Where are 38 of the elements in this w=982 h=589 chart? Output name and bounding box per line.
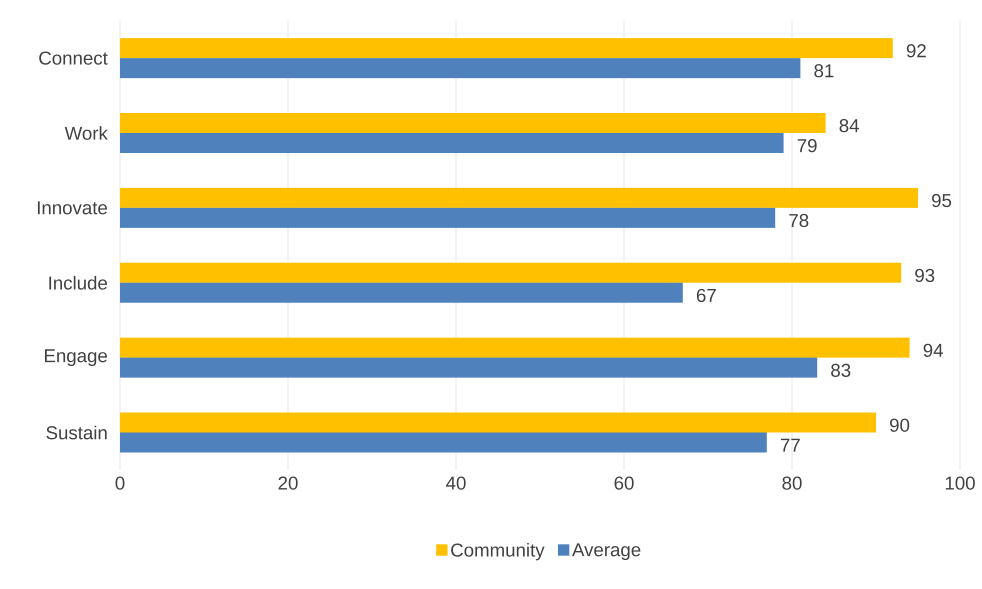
data-label: 79 [798, 139, 817, 152]
data-label: 67 [696, 288, 716, 302]
data-label: 95 [932, 194, 952, 208]
data-label: 78 [789, 214, 808, 228]
bar [120, 58, 800, 78]
y-tick-label: Sustain [46, 426, 107, 440]
data-label: 84 [840, 119, 859, 132]
bar [120, 208, 776, 228]
x-tick-label: 20 [278, 476, 298, 490]
bar [120, 412, 876, 433]
bar [120, 188, 918, 208]
bar [120, 113, 826, 134]
legend-label: Average [572, 544, 640, 560]
data-label: 90 [890, 418, 910, 432]
data-label: 77 [780, 438, 800, 452]
data-label: 94 [924, 344, 943, 358]
y-tick-label: Engage [44, 349, 107, 366]
x-tick-label: 60 [614, 476, 634, 490]
data-label: 92 [906, 44, 926, 58]
y-tick-label: Innovate [38, 202, 107, 215]
x-tick-label: 0 [116, 476, 124, 490]
data-label: 93 [915, 268, 934, 282]
x-tick-label: 80 [782, 476, 802, 490]
bar [120, 282, 683, 303]
y-tick-label: Work [64, 126, 108, 140]
y-tick-label: Include [49, 276, 107, 290]
data-label: 81 [814, 64, 834, 78]
bar [120, 338, 910, 358]
bar [120, 38, 893, 58]
bar [120, 432, 767, 453]
x-tick-label: 100 [946, 476, 975, 490]
bar [120, 133, 784, 154]
legend-label: Community [451, 543, 545, 561]
data-label: 83 [831, 364, 850, 378]
bar [120, 262, 902, 283]
x-tick-label: 40 [446, 476, 466, 490]
bar [120, 358, 818, 378]
y-tick-label: Connect [39, 52, 108, 65]
